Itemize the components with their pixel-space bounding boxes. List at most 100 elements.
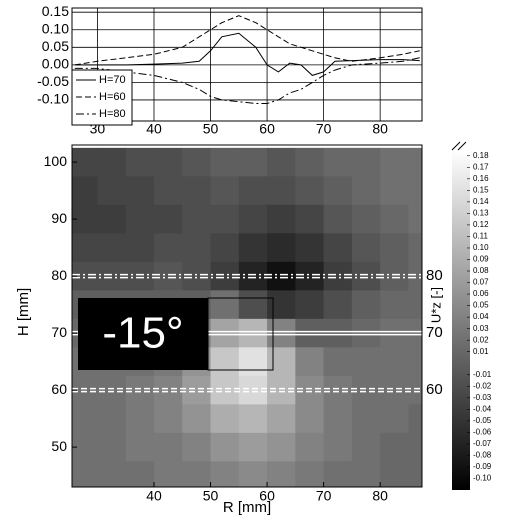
heat-cell bbox=[295, 347, 325, 377]
x-tick-label: 70 bbox=[316, 121, 332, 137]
heat-cell bbox=[125, 375, 155, 405]
heat-cell bbox=[182, 432, 212, 462]
heat-cell bbox=[351, 404, 381, 434]
x-tick-label: 50 bbox=[203, 488, 219, 504]
colorbar-tick-label: 0.10 bbox=[473, 243, 489, 252]
heat-cell bbox=[238, 176, 268, 206]
series-line bbox=[74, 32, 420, 76]
legend-label: H=70 bbox=[99, 74, 126, 86]
heat-cell bbox=[210, 290, 240, 320]
heat-cell bbox=[323, 375, 353, 405]
y-tick-label: 100 bbox=[44, 153, 68, 169]
colorbar-tick-label: 0.11 bbox=[473, 232, 489, 241]
contour-map: 80 70 60 -15° 40 50 60 70 80 50 60 70 80 90 100 0.18 0.1… bbox=[44, 144, 492, 504]
colorbar-tick-label: 0.03 bbox=[473, 324, 489, 333]
heat-cell bbox=[323, 290, 353, 320]
plot-frame bbox=[71, 7, 423, 122]
profile-label: 60 bbox=[426, 381, 443, 398]
series-line bbox=[74, 15, 420, 66]
heat-cell bbox=[182, 461, 212, 487]
y-tick-label: 0.00 bbox=[42, 56, 69, 72]
heat-cell bbox=[72, 176, 98, 206]
heat-cell bbox=[210, 404, 240, 434]
heat-cell bbox=[380, 261, 409, 291]
heat-cell bbox=[97, 432, 127, 462]
heat-cell bbox=[210, 347, 240, 377]
colorbar-tick-label: -0.02 bbox=[473, 381, 492, 390]
heat-cell bbox=[210, 147, 240, 177]
heat-cell bbox=[210, 375, 240, 405]
y-tick-label: 50 bbox=[51, 438, 67, 454]
colorbar-tick-label: -0.05 bbox=[473, 416, 492, 425]
heat-cell bbox=[125, 432, 155, 462]
y-tick-label: 0.10 bbox=[42, 20, 69, 36]
heat-cell bbox=[380, 204, 409, 234]
heat-cell bbox=[267, 204, 296, 234]
heat-cell bbox=[210, 261, 240, 291]
x-tick-label: 80 bbox=[372, 121, 388, 137]
heat-cell bbox=[125, 176, 155, 206]
heat-cell bbox=[72, 404, 98, 434]
heat-cell bbox=[351, 261, 381, 291]
profile-label: 80 bbox=[426, 267, 443, 284]
heat-cell bbox=[72, 233, 98, 263]
heat-cell bbox=[267, 176, 296, 206]
heat-cell bbox=[380, 347, 409, 377]
heat-cell bbox=[295, 404, 325, 434]
heat-cell bbox=[380, 432, 409, 462]
profile-chart: 30 40 50 60 70 80-0.10-0.050.000.050.100.15H=… bbox=[37, 3, 423, 137]
colorbar-break bbox=[457, 141, 467, 151]
y-tick-label: -0.10 bbox=[37, 91, 69, 107]
heat-cell bbox=[97, 461, 127, 487]
heat-cell bbox=[210, 204, 240, 234]
region-outline bbox=[207, 297, 274, 371]
x-axis-label: R [mm] bbox=[223, 499, 271, 516]
heat-cell bbox=[295, 176, 325, 206]
heat-cell bbox=[182, 147, 212, 177]
colorbar-break bbox=[451, 141, 461, 151]
heat-cell bbox=[380, 176, 409, 206]
heat-cell bbox=[182, 375, 212, 405]
y-tick-label: 70 bbox=[51, 324, 67, 340]
colorbar-tick-label: 0.15 bbox=[473, 185, 489, 194]
heat-cell bbox=[380, 318, 409, 348]
heat-cell bbox=[351, 375, 381, 405]
heat-cell bbox=[408, 147, 422, 177]
series-line bbox=[74, 57, 420, 104]
heat-cell bbox=[210, 432, 240, 462]
heat-cell bbox=[125, 147, 155, 177]
heat-cell bbox=[323, 176, 353, 206]
heat-cell bbox=[295, 432, 325, 462]
heat-cell bbox=[267, 375, 296, 405]
heat-cell bbox=[351, 176, 381, 206]
heat-cell bbox=[351, 461, 381, 487]
heat-cell bbox=[182, 204, 212, 234]
heat-cell bbox=[323, 461, 353, 487]
colorbar-tick-label: 0.09 bbox=[473, 255, 489, 264]
heat-cell bbox=[238, 432, 268, 462]
heat-cell bbox=[267, 147, 296, 177]
legend-label: H=60 bbox=[99, 91, 126, 103]
heat-cell bbox=[351, 204, 381, 234]
heat-cell bbox=[295, 461, 325, 487]
heat-cell bbox=[351, 347, 381, 377]
legend-label: H=80 bbox=[99, 108, 126, 120]
heat-cell bbox=[351, 432, 381, 462]
x-tick-label: 40 bbox=[146, 488, 162, 504]
colorbar-tick-label: 0.12 bbox=[473, 220, 489, 229]
heat-cell bbox=[182, 404, 212, 434]
heat-cell bbox=[153, 204, 183, 234]
colorbar-label: U*z [-] bbox=[428, 287, 443, 323]
heat-cell bbox=[380, 147, 409, 177]
heat-cell bbox=[97, 147, 127, 177]
colorbar-tick-label: -0.10 bbox=[473, 474, 492, 483]
heat-cell bbox=[408, 318, 422, 348]
heat-cell bbox=[323, 347, 353, 377]
heat-cell bbox=[267, 347, 296, 377]
heat-cell bbox=[210, 176, 240, 206]
heat-cell bbox=[238, 290, 268, 320]
heat-cell bbox=[125, 404, 155, 434]
colorbar-tick-label: 0.16 bbox=[473, 174, 489, 183]
heat-cell bbox=[238, 347, 268, 377]
heat-cell bbox=[323, 432, 353, 462]
